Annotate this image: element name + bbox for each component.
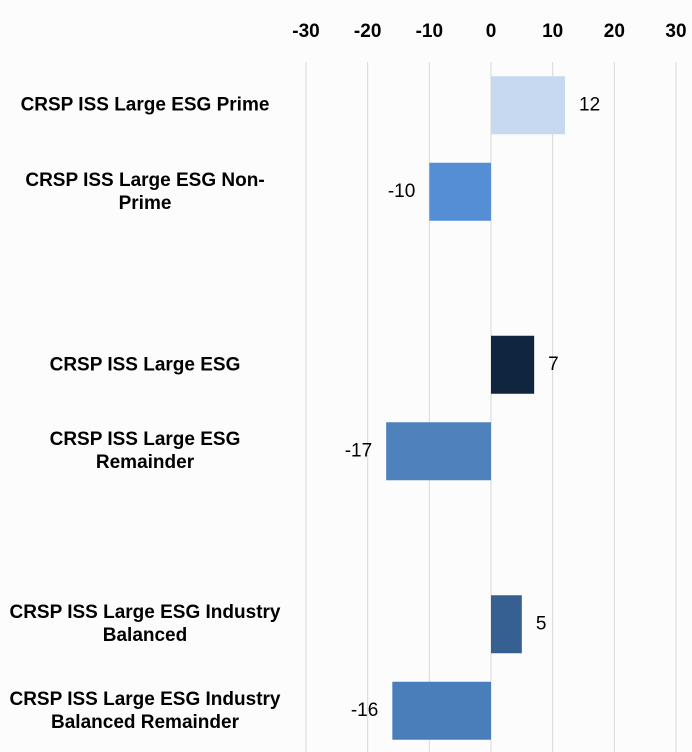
bar [429,162,491,221]
x-tick-label: 20 [604,21,625,42]
y-tick-label: CRSP ISS Large ESG Non-Prime [25,169,265,214]
y-tick-label: CRSP ISS Large ESG [49,354,241,376]
value-label: -16 [351,700,378,721]
x-tick-label: -20 [354,21,381,42]
bar [386,422,491,481]
y-tick-label: CRSP ISS Large ESG Industry Balanced [9,602,281,647]
x-tick-label: 0 [486,21,497,42]
x-tick-label: 30 [665,21,686,42]
value-label: -17 [345,440,372,461]
x-tick-label: -30 [292,21,319,42]
value-label: 7 [548,354,559,375]
bar [392,681,491,740]
value-label: 12 [579,94,600,115]
y-tick-label: CRSP ISS Large ESG Prime [20,94,270,116]
x-tick-label: 10 [542,21,563,42]
bar [491,595,522,654]
bar [491,76,565,135]
bar [491,335,535,394]
value-label: 5 [536,613,547,634]
y-tick-label: CRSP ISS Large ESG Industry Balanced Rem… [9,688,281,733]
value-label: -10 [388,181,415,202]
y-tick-label: CRSP ISS Large ESG Remainder [49,429,241,474]
x-tick-label: -10 [416,21,443,42]
